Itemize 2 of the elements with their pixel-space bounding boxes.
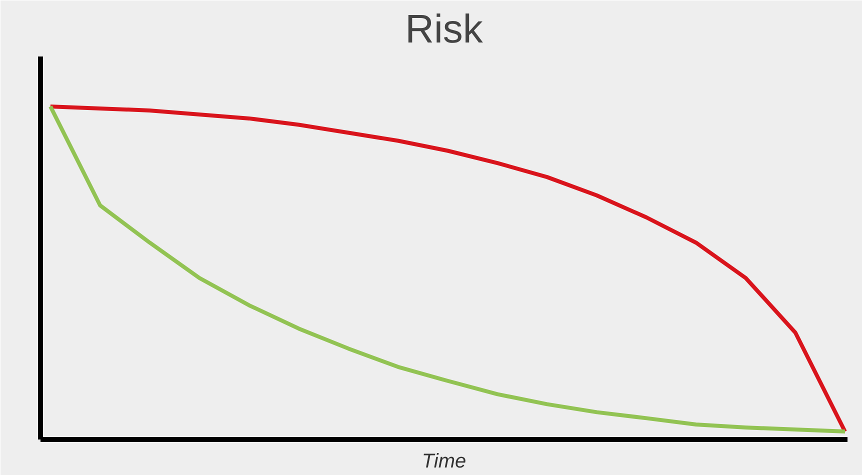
x-axis-title: Time (422, 450, 466, 472)
chart-title: Risk (405, 8, 484, 52)
